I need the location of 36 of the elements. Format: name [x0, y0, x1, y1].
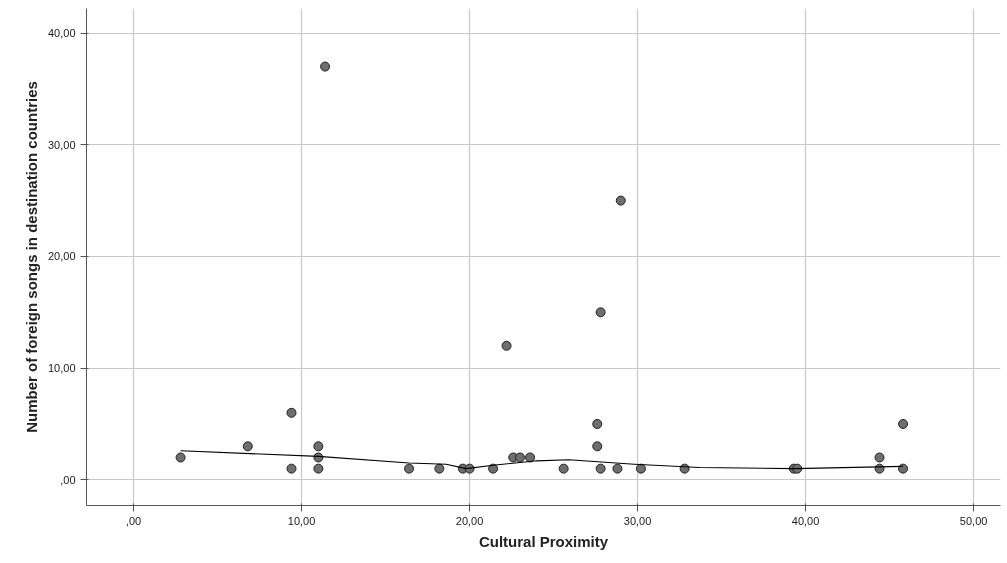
point — [320, 61, 331, 72]
point — [242, 441, 253, 452]
point — [286, 463, 297, 474]
x-tick-label: 20,00 — [455, 514, 484, 527]
y-axis-title: Number of foreign songs in destination countries — [22, 81, 40, 433]
point — [595, 463, 606, 474]
y-tick-label: 10,00 — [47, 362, 76, 375]
point — [501, 340, 512, 351]
point — [874, 452, 885, 463]
x-tick-label: 40,00 — [791, 514, 820, 527]
point — [434, 463, 445, 474]
point — [558, 463, 569, 474]
y-tick-label: 40,00 — [47, 27, 76, 40]
point — [175, 452, 186, 463]
point — [612, 463, 623, 474]
point — [592, 441, 603, 452]
point — [592, 418, 603, 429]
x-tick-label: 30,00 — [623, 514, 652, 527]
y-tick-label: 20,00 — [47, 250, 76, 263]
y-tick-label: 30,00 — [47, 138, 76, 151]
point — [595, 307, 606, 318]
point — [286, 407, 297, 418]
point — [635, 463, 646, 474]
point — [514, 452, 525, 463]
point — [615, 195, 626, 206]
x-tick-label: 10,00 — [287, 514, 316, 527]
x-tick-label: 50,00 — [959, 514, 988, 527]
point — [898, 463, 909, 474]
y-tick-label: ,00 — [60, 473, 76, 486]
point — [313, 441, 324, 452]
x-axis-title: Cultural Proximity — [478, 532, 609, 550]
point — [313, 463, 324, 474]
point — [898, 418, 909, 429]
point — [525, 452, 536, 463]
x-tick-label: ,00 — [125, 514, 142, 527]
point — [404, 463, 415, 474]
